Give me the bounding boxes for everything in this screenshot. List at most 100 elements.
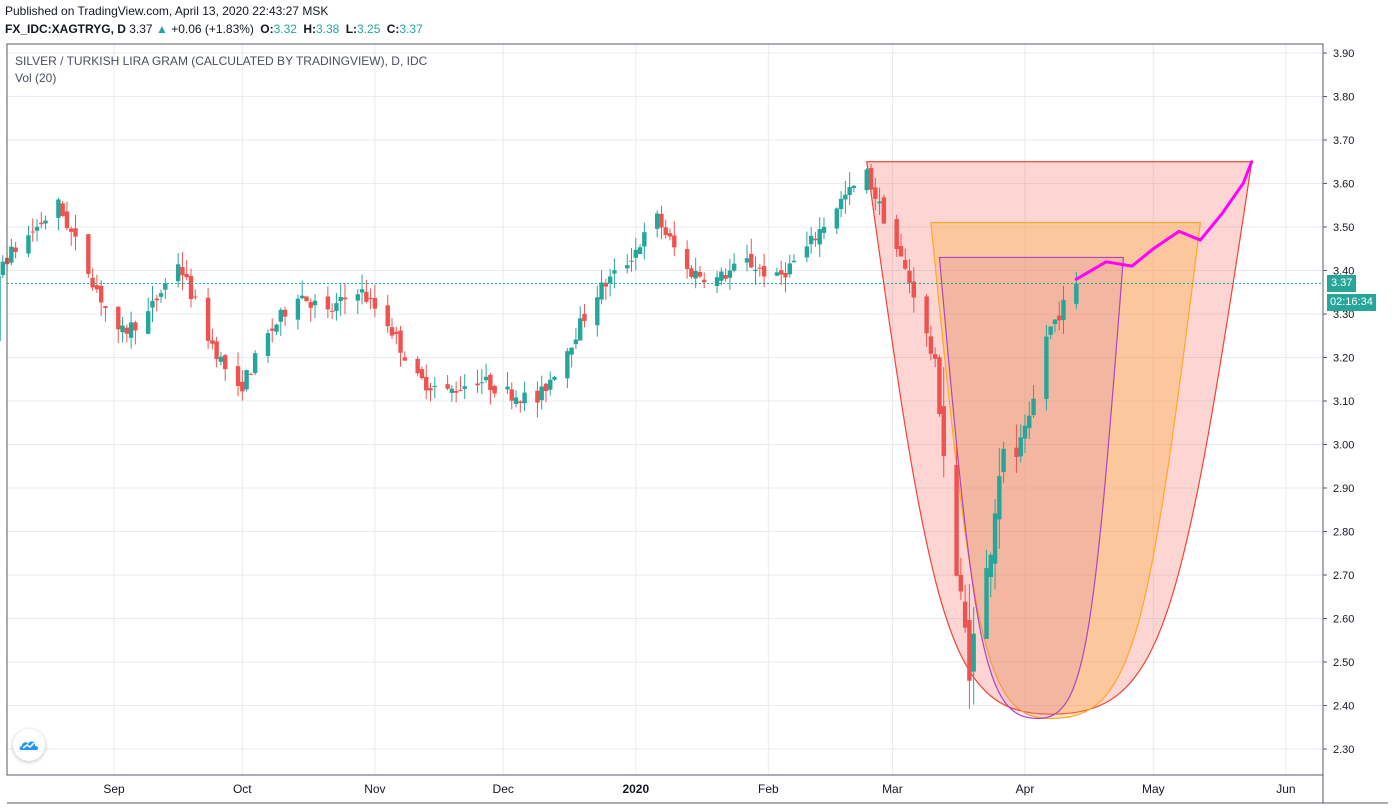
candle-body bbox=[124, 327, 130, 334]
candle-body bbox=[214, 341, 219, 360]
price-change: +0.06 (+1.83%) bbox=[171, 22, 254, 36]
candle-body bbox=[612, 270, 617, 274]
candle-body bbox=[175, 264, 181, 282]
candle-body bbox=[488, 374, 493, 391]
candle-body bbox=[659, 213, 664, 228]
price-tick-label: 3.80 bbox=[1333, 92, 1354, 104]
candle-body bbox=[128, 322, 134, 338]
candle-body bbox=[599, 282, 604, 300]
candle-body bbox=[988, 554, 993, 577]
candle-body bbox=[928, 336, 934, 354]
time-tick-label: Dec bbox=[493, 782, 514, 796]
candle-body bbox=[505, 386, 510, 390]
last-price: 3.37 bbox=[129, 22, 153, 36]
candle-body bbox=[1031, 398, 1036, 416]
candle-body bbox=[719, 271, 724, 281]
open-label: O: bbox=[260, 22, 274, 36]
candle-body bbox=[607, 276, 613, 284]
time-axis[interactable]: Sep Oct Nov Dec 2020 Feb Mar Apr May Jun bbox=[103, 782, 1295, 796]
candle-body bbox=[424, 376, 429, 391]
candle-body bbox=[894, 219, 899, 250]
candle-body bbox=[992, 513, 998, 564]
symbol-name[interactable]: FX_IDC:XAGTRYG, D bbox=[5, 22, 126, 36]
candle-body bbox=[0, 261, 5, 276]
candle-body bbox=[693, 270, 698, 279]
volume-legend[interactable]: Vol (20) bbox=[15, 71, 57, 85]
candle-body bbox=[633, 249, 638, 258]
candle-body bbox=[667, 233, 673, 237]
candle-body bbox=[731, 263, 737, 271]
candle-body bbox=[877, 201, 882, 204]
candle-body bbox=[90, 277, 95, 288]
candle-body bbox=[13, 247, 18, 253]
candle-body bbox=[372, 297, 378, 309]
candle-body bbox=[154, 298, 159, 301]
candle-body bbox=[774, 272, 780, 276]
candle-body bbox=[389, 327, 395, 336]
candle-body bbox=[103, 305, 108, 308]
candle-body bbox=[299, 295, 305, 299]
candle-body bbox=[1074, 283, 1079, 304]
candle-body bbox=[56, 199, 61, 218]
candle-body bbox=[86, 234, 91, 274]
price-tick-label: 3.40 bbox=[1333, 266, 1354, 278]
candle-body bbox=[723, 274, 728, 279]
candle-body bbox=[492, 385, 497, 394]
candle-body bbox=[727, 270, 733, 278]
high-label: H: bbox=[303, 22, 316, 36]
candle-body bbox=[753, 269, 758, 272]
candle-body bbox=[184, 274, 189, 278]
time-tick-label: 2020 bbox=[622, 782, 649, 796]
candle-body bbox=[967, 619, 972, 681]
candle-body bbox=[565, 351, 570, 379]
projection-path[interactable] bbox=[1074, 160, 1254, 281]
candle-body bbox=[342, 297, 348, 300]
candle-body bbox=[697, 271, 703, 277]
time-tick-label: Nov bbox=[364, 782, 385, 796]
candle-body bbox=[851, 185, 857, 189]
time-tick-label: Apr bbox=[1016, 782, 1035, 796]
candle-body bbox=[907, 270, 912, 283]
candle-body bbox=[984, 568, 989, 639]
candle-body bbox=[535, 390, 540, 403]
candle-body bbox=[791, 260, 797, 263]
candle-body bbox=[364, 291, 369, 302]
price-tick-label: 2.50 bbox=[1333, 657, 1354, 669]
close-value: 3.37 bbox=[399, 22, 423, 36]
price-tick-label: 2.60 bbox=[1333, 614, 1354, 626]
candle-body bbox=[522, 392, 527, 404]
candle-body bbox=[684, 249, 690, 269]
candle-series bbox=[0, 163, 1079, 709]
candle-body bbox=[428, 388, 433, 391]
candle-body bbox=[0, 275, 1, 342]
candle-body bbox=[787, 263, 792, 275]
candle-body bbox=[1048, 326, 1053, 335]
projection-line[interactable] bbox=[1074, 160, 1254, 281]
candle-body bbox=[958, 574, 964, 592]
candle-body bbox=[779, 270, 784, 275]
price-tick-label: 3.00 bbox=[1333, 440, 1354, 452]
candle-body bbox=[577, 318, 583, 341]
time-tick-label: Jun bbox=[1276, 782, 1295, 796]
tradingview-logo[interactable] bbox=[13, 729, 45, 761]
candle-body bbox=[509, 389, 514, 401]
candle-body bbox=[847, 187, 852, 196]
candle-body bbox=[744, 258, 750, 263]
candle-body bbox=[334, 303, 339, 312]
price-tick-label: 2.40 bbox=[1333, 701, 1354, 713]
price-axis[interactable]: 3.90 3.80 3.70 3.60 3.50 3.40 3.30 3.20 3.10 3.00… bbox=[1323, 48, 1354, 756]
arc-drawing-orange[interactable] bbox=[930, 222, 1202, 720]
bar-countdown-label: 02:16:34 bbox=[1327, 293, 1376, 311]
candle-body bbox=[804, 246, 810, 258]
candle-body bbox=[133, 322, 138, 331]
candle-body bbox=[193, 296, 198, 298]
candle-body bbox=[120, 325, 125, 333]
series-legend-title[interactable]: SILVER / TURKISH LIRA GRAM (CALCULATED B… bbox=[15, 54, 428, 68]
candle-body bbox=[475, 383, 480, 386]
candle-body bbox=[210, 340, 215, 344]
curve-drawings[interactable] bbox=[866, 161, 1253, 720]
candle-body bbox=[479, 382, 485, 384]
candle-body bbox=[368, 298, 373, 300]
candle-body bbox=[573, 339, 579, 345]
